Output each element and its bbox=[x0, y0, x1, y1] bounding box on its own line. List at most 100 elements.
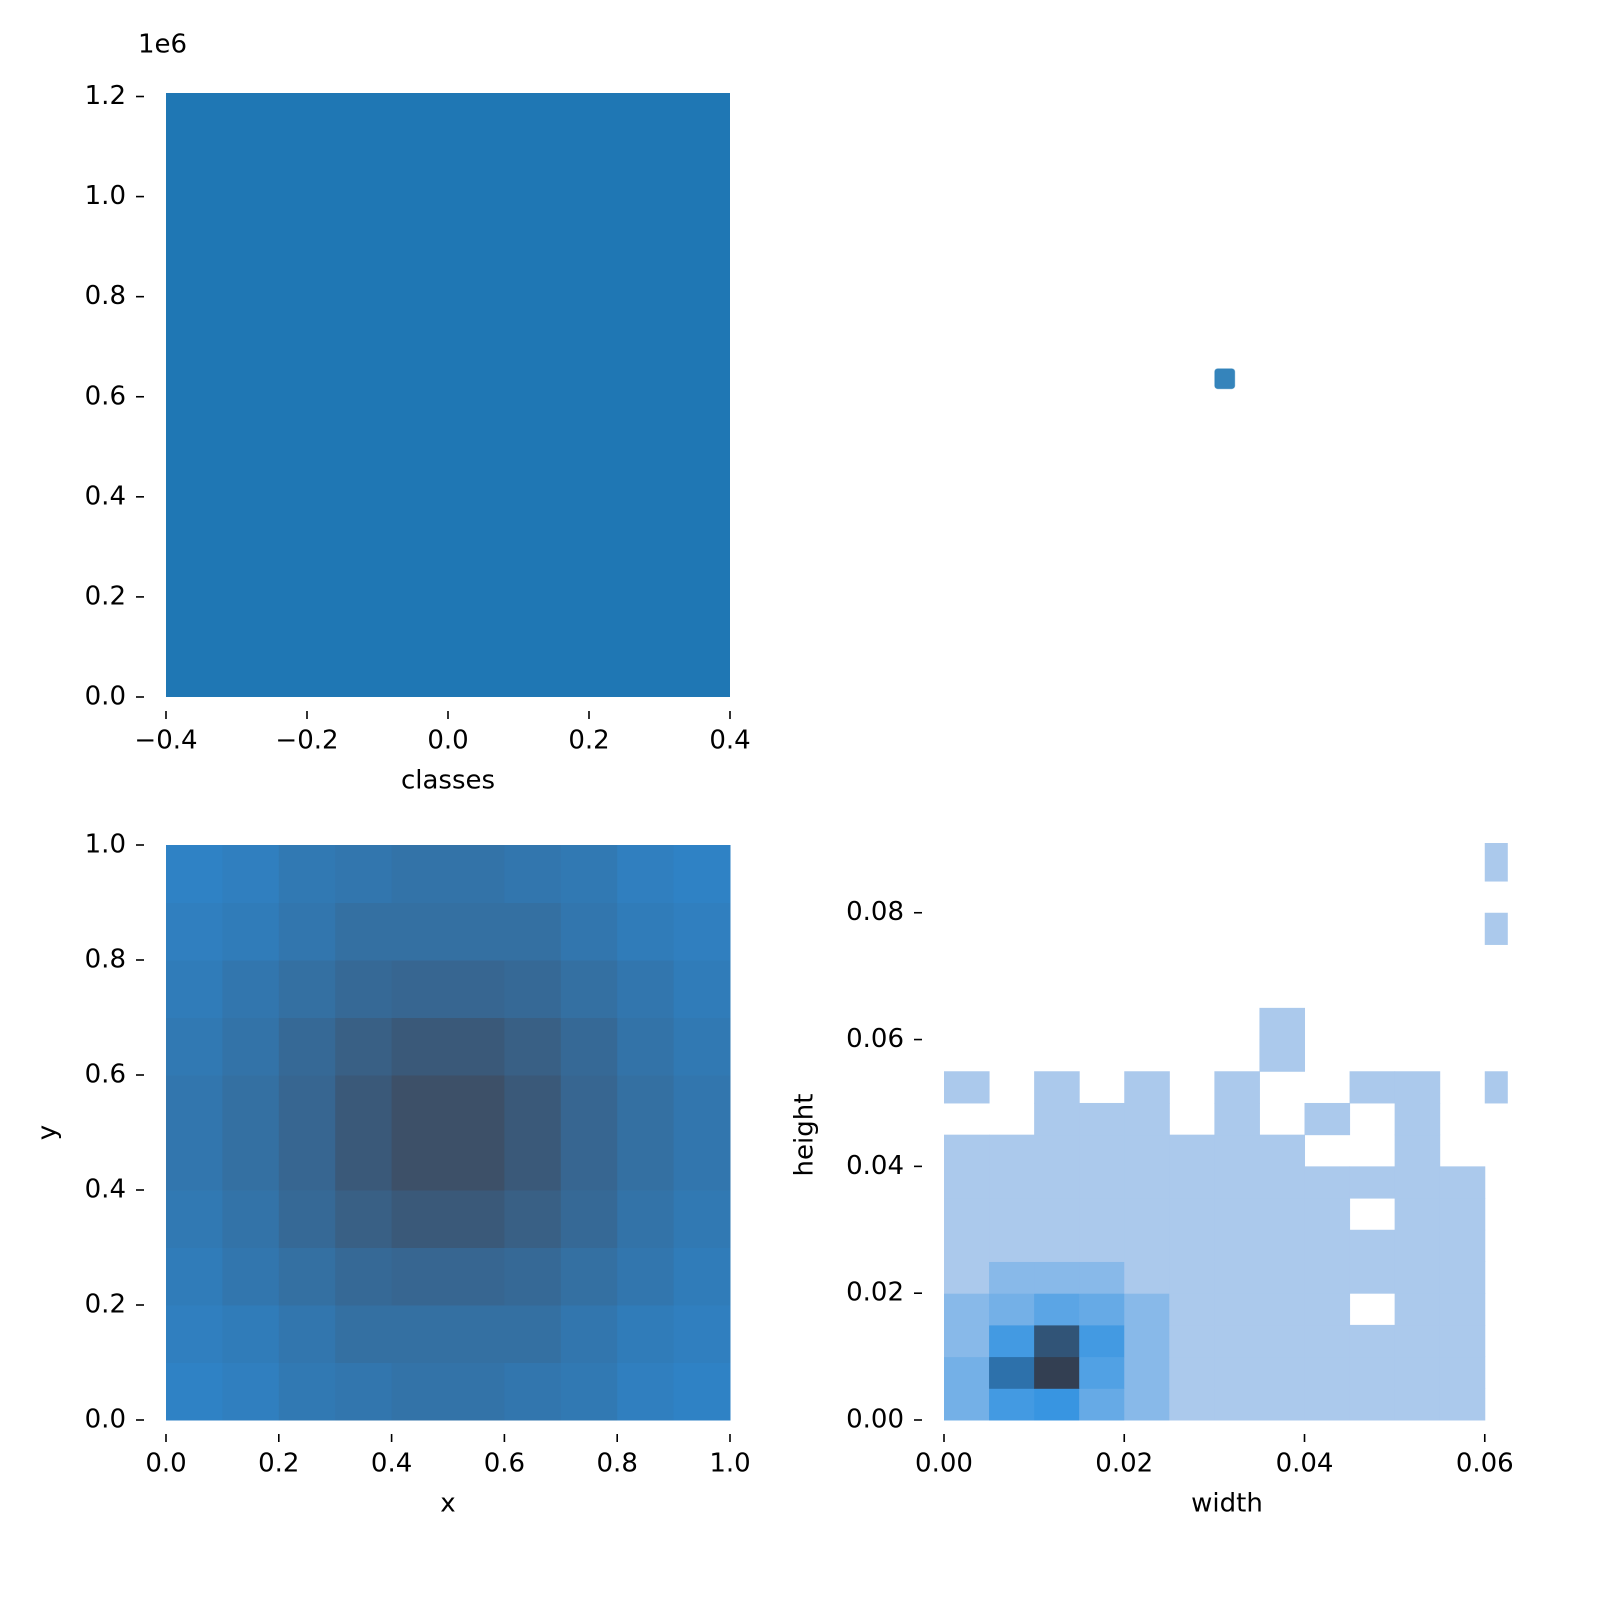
y-tick-label: 0.6 bbox=[85, 381, 126, 411]
heat-cell bbox=[391, 902, 449, 961]
heat-cell bbox=[504, 960, 562, 1018]
heat-cell bbox=[1484, 843, 1508, 882]
heat-cell bbox=[448, 1017, 505, 1076]
heat-cell bbox=[278, 1017, 336, 1076]
heat-cell bbox=[391, 1247, 449, 1306]
y-tick-label: 0.0 bbox=[85, 1405, 126, 1435]
heat-cell bbox=[1124, 1388, 1170, 1421]
x-tick-label: −0.4 bbox=[134, 726, 197, 756]
heat-cell bbox=[560, 1132, 618, 1191]
heat-cell bbox=[1079, 1388, 1125, 1421]
heat-cell bbox=[989, 1229, 1035, 1262]
heat-cell bbox=[673, 1247, 731, 1306]
heat-cell bbox=[222, 1017, 280, 1076]
heat-cell bbox=[1079, 1198, 1125, 1231]
x-tick-label: 0.04 bbox=[1276, 1449, 1334, 1479]
heat-cell bbox=[1169, 1356, 1215, 1389]
heat-cell bbox=[1169, 1134, 1215, 1167]
heat-cell bbox=[1439, 1293, 1486, 1326]
heat-cell bbox=[1394, 1388, 1441, 1421]
heat-cell bbox=[448, 1075, 505, 1133]
heat-cell bbox=[560, 1305, 618, 1363]
heat-cell bbox=[1214, 1261, 1260, 1294]
x-axis-label: width bbox=[1191, 1489, 1263, 1519]
heat-cell bbox=[391, 1305, 449, 1363]
heat-cell bbox=[944, 1198, 990, 1231]
heat-cell bbox=[989, 1261, 1035, 1294]
heat-cell bbox=[989, 1198, 1035, 1231]
heat-cell bbox=[1079, 1356, 1125, 1389]
y-tick-label: 0.08 bbox=[846, 897, 904, 927]
heat-cell bbox=[1214, 1324, 1260, 1358]
heat-cell bbox=[560, 1247, 618, 1306]
heat-cell bbox=[1079, 1261, 1125, 1294]
heat-cell bbox=[1259, 1229, 1306, 1262]
y-tick-label: 0.04 bbox=[846, 1151, 904, 1181]
heat-cell bbox=[944, 1229, 990, 1262]
heat-cell bbox=[448, 845, 505, 903]
heat-cell bbox=[1169, 1324, 1215, 1358]
heat-cell bbox=[1214, 1388, 1260, 1421]
heat-cell bbox=[1304, 1166, 1351, 1199]
heat-cell bbox=[1214, 1134, 1260, 1167]
heat-cell bbox=[448, 1132, 505, 1191]
heat-cell bbox=[166, 1017, 223, 1076]
heat-cell bbox=[1124, 1071, 1170, 1104]
heat-cell bbox=[1034, 1166, 1080, 1199]
heat-cell bbox=[278, 845, 336, 903]
heat-cell bbox=[1124, 1198, 1170, 1231]
heat-cell bbox=[504, 1017, 562, 1076]
heat-cell bbox=[335, 1305, 393, 1363]
heat-cell bbox=[166, 902, 223, 961]
heat-cell bbox=[673, 1132, 731, 1191]
heat-cell bbox=[617, 1075, 675, 1133]
heat-cell bbox=[1349, 1071, 1396, 1104]
heat-cell bbox=[335, 1247, 393, 1306]
heat-cell bbox=[166, 1305, 223, 1363]
heat-cell bbox=[1079, 1102, 1125, 1136]
heat-cell bbox=[989, 1324, 1035, 1358]
heat-cell bbox=[504, 1362, 562, 1421]
heat-cell bbox=[617, 960, 675, 1018]
x-tick-label: 0.0 bbox=[427, 726, 468, 756]
heat-cell bbox=[1259, 1388, 1306, 1421]
heat-cell bbox=[1394, 1166, 1441, 1199]
heat-cell bbox=[504, 1305, 562, 1363]
heat-cell bbox=[1349, 1261, 1396, 1294]
heat-cell bbox=[1169, 1229, 1215, 1262]
x-tick-label: 0.00 bbox=[915, 1449, 973, 1479]
heat-cell bbox=[1394, 1198, 1441, 1231]
heat-cell bbox=[278, 1362, 336, 1421]
heat-cell bbox=[504, 845, 562, 903]
heat-cell bbox=[617, 1305, 675, 1363]
heat-cell bbox=[1394, 1324, 1441, 1358]
heat-cell bbox=[1214, 1071, 1260, 1104]
heat-cell bbox=[617, 1132, 675, 1191]
heat-cell bbox=[1214, 1356, 1260, 1389]
heat-cell bbox=[1259, 1293, 1306, 1326]
heat-cell bbox=[1349, 1356, 1396, 1389]
y-tick-label: 0.06 bbox=[846, 1024, 904, 1054]
heat-cell bbox=[560, 1190, 618, 1248]
y-tick-label: 0.0 bbox=[85, 682, 126, 712]
heat-cell bbox=[1214, 1102, 1260, 1136]
heat-cell bbox=[1394, 1293, 1441, 1326]
heat-cell bbox=[944, 1261, 990, 1294]
heat-cell bbox=[278, 902, 336, 961]
heat-cell bbox=[560, 1362, 618, 1421]
heat-cell bbox=[391, 1075, 449, 1133]
heat-cell bbox=[222, 1305, 280, 1363]
heat-cell bbox=[1034, 1324, 1080, 1358]
x-tick-label: 0.6 bbox=[484, 1449, 525, 1479]
heat-cell bbox=[504, 1247, 562, 1306]
point bbox=[1214, 368, 1236, 390]
heat-cell bbox=[1079, 1134, 1125, 1167]
heat-cell bbox=[391, 1132, 449, 1191]
heat-cell bbox=[335, 1017, 393, 1076]
heat-cell bbox=[673, 845, 731, 903]
heat-cell bbox=[1304, 1229, 1351, 1262]
heat-cell bbox=[944, 1324, 990, 1358]
heat-cell bbox=[391, 845, 449, 903]
heat-cell bbox=[944, 1293, 990, 1326]
heat-cell bbox=[1259, 1324, 1306, 1358]
